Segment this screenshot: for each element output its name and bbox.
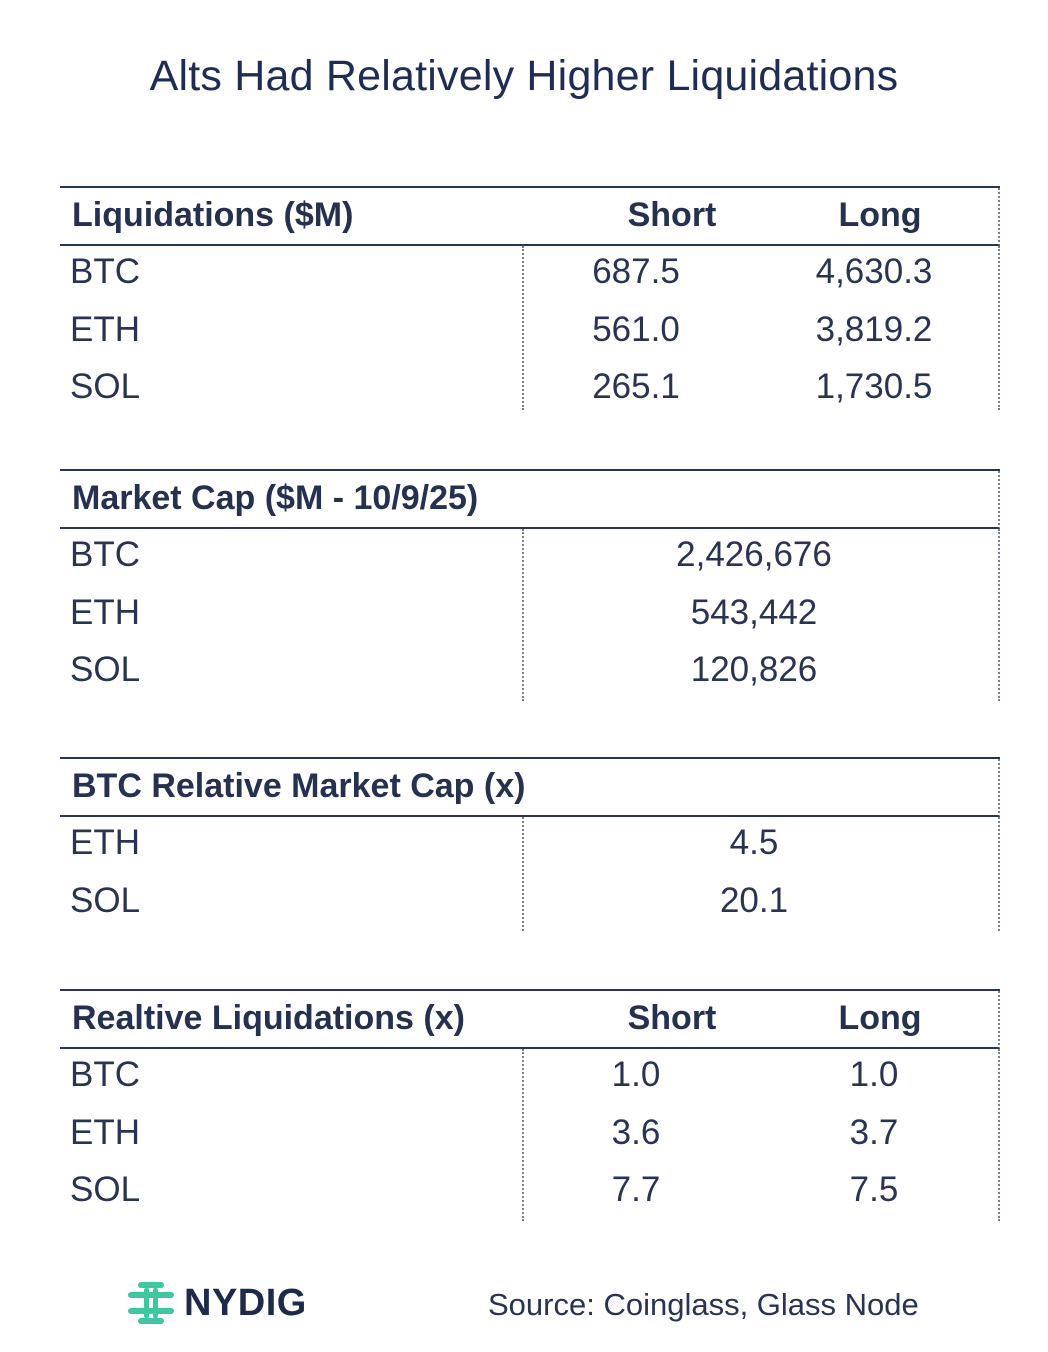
row-symbol: ETH (70, 592, 140, 632)
column-divider (522, 246, 524, 410)
long-value: 3.7 (849, 1112, 899, 1152)
row-symbol: SOL (70, 1170, 141, 1209)
relative-market-cap-value: 20.1 (719, 880, 789, 920)
nydig-logo: NYDIG (124, 1276, 307, 1330)
long-value: 4,630.3 (815, 252, 933, 291)
market-cap-rows: BTC 2,426,676 ETH 543,442 SOL 120,826 (60, 529, 1000, 701)
relative-market-cap-rows: ETH 4.5 SOL 20.1 (60, 817, 1000, 931)
row-symbol: BTC (70, 252, 140, 291)
relative-liquidations-header-label: Realtive Liquidations (x) (72, 999, 465, 1037)
logo-wordmark: NYDIG (184, 1281, 307, 1324)
short-value: 7.7 (611, 1170, 661, 1209)
long-column-header: Long (838, 196, 922, 234)
table-row: BTC 687.5 4,630.3 (60, 246, 998, 304)
table-row: SOL 20.1 (60, 875, 998, 933)
table-row: BTC 1.0 1.0 (60, 1049, 998, 1107)
relative-market-cap-value: 4.5 (729, 823, 779, 862)
market-cap-value: 2,426,676 (676, 535, 832, 574)
table-row: SOL 265.1 1,730.5 (60, 361, 998, 419)
table-row: ETH 3.6 3.7 (60, 1107, 998, 1165)
short-value: 265.1 (592, 367, 680, 406)
liquidations-rows: BTC 687.5 4,630.3 ETH 561.0 3,819.2 SOL … (60, 246, 1000, 410)
relative-market-cap-header: BTC Relative Market Cap (x) (60, 759, 1000, 817)
short-value: 3.6 (611, 1112, 661, 1152)
relative-liquidations-header: Realtive Liquidations (x) Short Long (60, 991, 1000, 1049)
table-row: ETH 561.0 3,819.2 (60, 304, 998, 362)
relative-market-cap-header-label: BTC Relative Market Cap (x) (72, 767, 526, 805)
market-cap-header-label: Market Cap ($M - 10/9/25) (72, 479, 479, 517)
market-cap-header: Market Cap ($M - 10/9/25) (60, 471, 1000, 529)
row-symbol: ETH (70, 823, 140, 862)
long-value: 7.5 (849, 1170, 899, 1209)
source-note: Source: Coinglass, Glass Node (488, 1287, 919, 1322)
row-symbol: ETH (70, 309, 140, 349)
relative-liquidations-table: Realtive Liquidations (x) Short Long BTC… (60, 989, 1000, 1221)
table-row: SOL 120,826 (60, 644, 998, 702)
long-value: 3,819.2 (815, 309, 933, 349)
long-value: 1.0 (849, 1055, 899, 1094)
row-symbol: BTC (70, 1055, 140, 1094)
page-title: Alts Had Relatively Higher Liquidations (149, 52, 899, 100)
column-divider (522, 529, 524, 701)
long-column-header: Long (838, 999, 922, 1037)
table-row: BTC 2,426,676 (60, 529, 998, 587)
nydig-logo-icon (128, 1282, 174, 1324)
row-symbol: SOL (70, 367, 141, 406)
table-row: ETH 543,442 (60, 587, 998, 645)
short-column-header: Short (627, 999, 717, 1037)
table-row: ETH 4.5 (60, 817, 998, 875)
long-value: 1,730.5 (815, 367, 933, 406)
relative-liquidations-rows: BTC 1.0 1.0 ETH 3.6 3.7 SOL 7.7 7.5 (60, 1049, 1000, 1221)
market-cap-value: 120,826 (690, 650, 818, 689)
liquidations-table: Liquidations ($M) Short Long BTC 687.5 4… (60, 186, 1000, 410)
short-column-header: Short (627, 196, 717, 234)
column-divider (522, 1049, 524, 1221)
row-symbol: ETH (70, 1112, 140, 1152)
row-symbol: SOL (70, 880, 141, 920)
relative-market-cap-table: BTC Relative Market Cap (x) ETH 4.5 SOL … (60, 757, 1000, 931)
market-cap-table: Market Cap ($M - 10/9/25) BTC 2,426,676 … (60, 469, 1000, 701)
market-cap-value: 543,442 (690, 592, 818, 632)
row-symbol: SOL (70, 650, 141, 689)
row-symbol: BTC (70, 535, 140, 574)
short-value: 687.5 (592, 252, 680, 291)
column-divider (522, 817, 524, 931)
table-row: SOL 7.7 7.5 (60, 1164, 998, 1222)
liquidations-header: Liquidations ($M) Short Long (60, 188, 1000, 246)
liquidations-header-label: Liquidations ($M) (72, 196, 354, 234)
short-value: 561.0 (592, 309, 680, 349)
short-value: 1.0 (611, 1055, 661, 1094)
